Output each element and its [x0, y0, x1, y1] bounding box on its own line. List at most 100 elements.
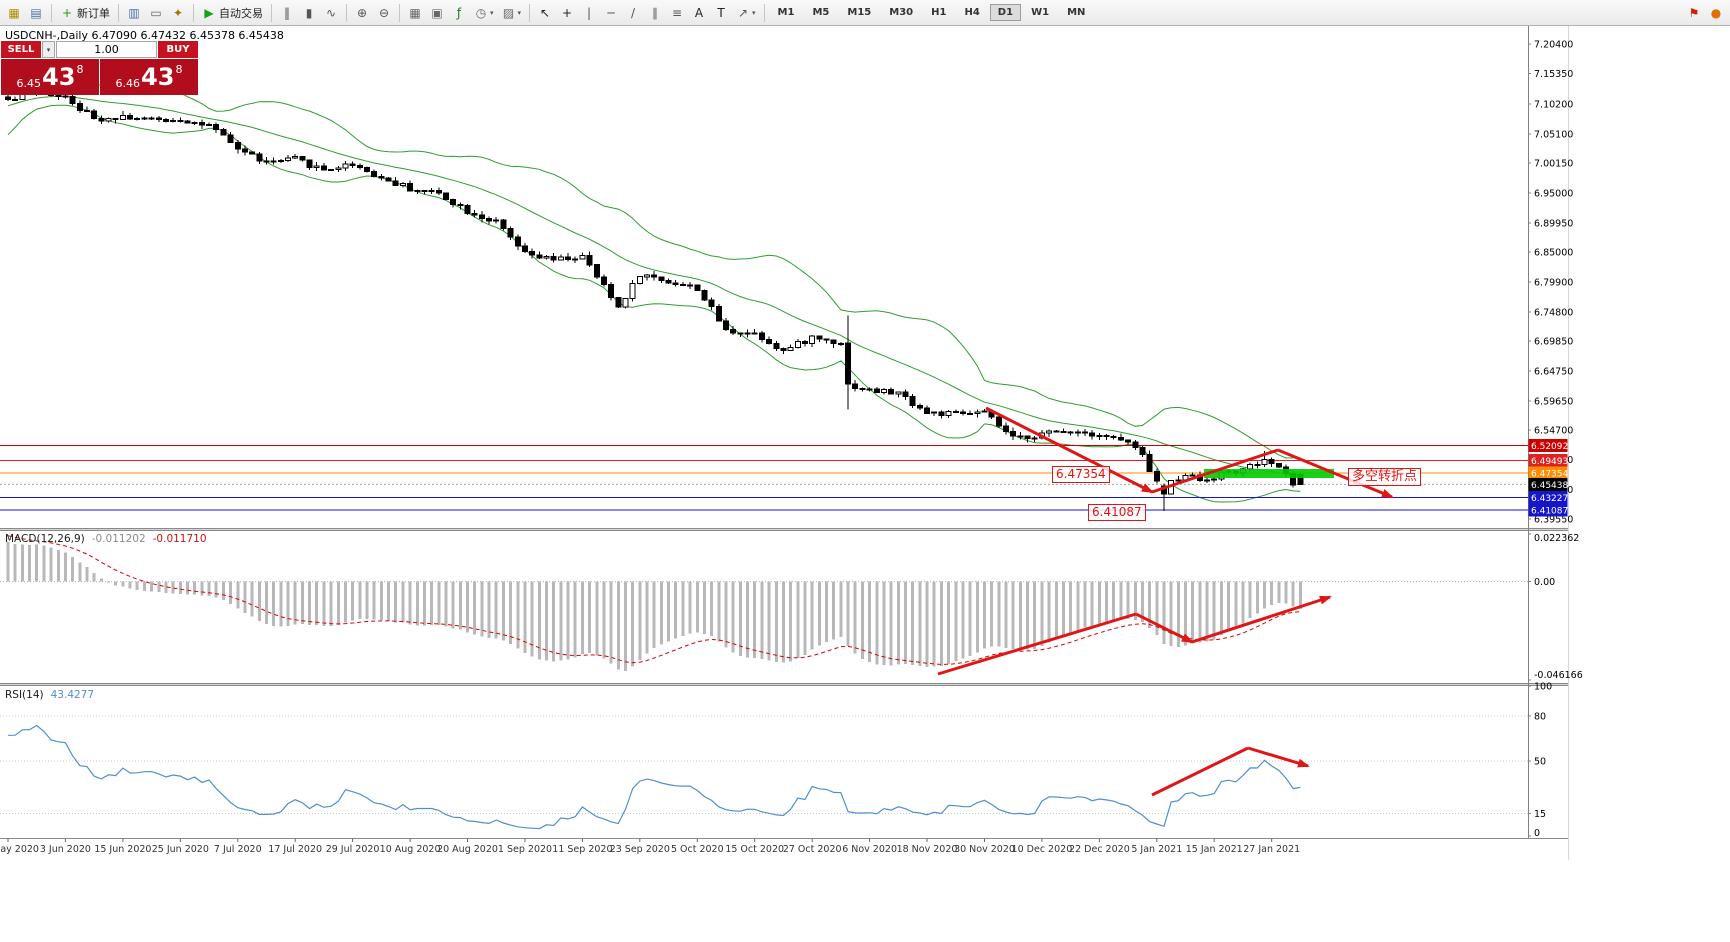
- buy-price-button[interactable]: 6.46 43 8: [100, 59, 198, 95]
- trend-arrow-1: [985, 406, 1154, 494]
- zoom-in-icon-glyph: ⊕: [356, 5, 368, 20]
- timeframe-h1-button[interactable]: H1: [931, 7, 947, 18]
- timeframe-d1-button[interactable]: D1: [989, 4, 1022, 21]
- macd-signal-value: -0.011710: [152, 533, 207, 545]
- indicators-icon[interactable]: ƒ: [449, 3, 469, 23]
- timeframe-mn-button[interactable]: MN: [1067, 7, 1086, 18]
- community-icon[interactable]: ●: [1706, 3, 1726, 23]
- price-axis-label: 6.69850: [1534, 337, 1573, 348]
- text-icon-glyph: A: [694, 5, 704, 20]
- trendline-icon[interactable]: /: [623, 3, 643, 23]
- date-label: 15 Jun 2020: [94, 844, 151, 855]
- shapes-icon[interactable]: ↗ ▾: [733, 3, 759, 23]
- price-tag-label: 6.43227: [1531, 494, 1568, 504]
- timeframe-m15-button[interactable]: M15: [847, 7, 872, 18]
- price-tag-6.52092: 6.52092: [1528, 438, 1568, 452]
- price-axis-label: 7.15350: [1534, 69, 1573, 80]
- cascade-windows-icon[interactable]: ▣: [427, 3, 447, 23]
- vertical-line-icon[interactable]: |: [579, 3, 599, 23]
- bollinger-middle-band: [7, 95, 1301, 476]
- trendline-icon-glyph: /: [631, 5, 636, 20]
- channel-icon[interactable]: ∥: [645, 3, 665, 23]
- chevron-down-icon: ▾: [517, 8, 522, 17]
- macd-name: MACD(12,26,9): [5, 533, 85, 545]
- timeframe-h4-button[interactable]: H4: [964, 7, 980, 18]
- price-axis-label: 6.79900: [1534, 277, 1573, 288]
- periods-icon[interactable]: ◷ ▾: [471, 3, 497, 23]
- sell-price-button[interactable]: 6.45 43 8: [1, 59, 99, 95]
- macd-arrow-1: [937, 612, 1137, 676]
- timeframe-m1-button[interactable]: M1: [777, 7, 795, 18]
- cursor-icon[interactable]: ↖: [535, 3, 555, 23]
- date-label: 22 Dec 2020: [1069, 844, 1130, 855]
- rsi-name: RSI(14): [5, 689, 44, 701]
- main-toolbar: ▦ ▤ + 新订单 ▥ ▭ ✦ ▶ 自动交易 ‖ ▮ ∿ ⊕ ⊖ ▦ ▣ ƒ ◷ ▾ ▨ ▾ ↖ + | ─ / ∥ ≡ A T ↗ ▾ M1 M…: [0, 0, 1730, 26]
- price-annotation-647354: 6.47354: [1052, 466, 1110, 483]
- zoom-in-icon[interactable]: ⊕: [352, 3, 372, 23]
- new-order-button-label: 新订单: [77, 6, 110, 20]
- price-tag-label: 6.41087: [1531, 507, 1568, 517]
- date-label: 11 Sep 2020: [552, 844, 612, 855]
- volume-dropdown-button[interactable]: ▾: [42, 41, 55, 58]
- new-order-button[interactable]: + 新订单: [57, 3, 113, 23]
- data-window-icon[interactable]: ▭: [146, 3, 166, 23]
- buy-price-point: 8: [175, 63, 183, 76]
- price-axis[interactable]: 7.20400 7.15350 7.10200 7.05100 7.00150 6.950…: [1528, 26, 1583, 860]
- sell-button[interactable]: SELL: [1, 41, 41, 58]
- price-axis-label: 7.00150: [1534, 159, 1573, 170]
- price-tag-label: 6.45438: [1531, 481, 1568, 491]
- channel-icon-glyph: ∥: [652, 5, 659, 20]
- volume-input[interactable]: [56, 41, 157, 58]
- date-label: 10 Aug 2020: [380, 844, 441, 855]
- fibonacci-icon[interactable]: ≡: [667, 3, 687, 23]
- crosshair-icon[interactable]: +: [557, 3, 577, 23]
- date-label: 5 Jan 2021: [1131, 844, 1182, 855]
- sell-price-point: 8: [76, 63, 84, 76]
- vertical-line-icon-glyph: |: [587, 5, 592, 20]
- line-chart-icon[interactable]: ∿: [321, 3, 341, 23]
- horizontal-line-icon[interactable]: ─: [601, 3, 621, 23]
- rsi-axis-label: 15: [1534, 809, 1546, 820]
- price-axis-label: 6.95000: [1534, 189, 1573, 200]
- alerts-icon[interactable]: ⚑: [1684, 3, 1704, 23]
- date-label: 27 Oct 2020: [783, 844, 842, 855]
- macd-signal-line: [7, 535, 1301, 665]
- crosshair-icon-glyph: +: [562, 5, 573, 20]
- templates-icon[interactable]: ▨ ▾: [499, 3, 525, 23]
- tile-windows-icon[interactable]: ▦: [405, 3, 425, 23]
- price-annotation-641087: 6.41087: [1088, 504, 1146, 521]
- price-axis-label: 7.05100: [1534, 129, 1573, 140]
- sell-price-bigfigure: 6.45: [16, 77, 42, 90]
- navigator-icon[interactable]: ✦: [168, 3, 188, 23]
- date-label: 15 Oct 2020: [725, 844, 784, 855]
- date-label: 17 Jul 2020: [268, 844, 322, 855]
- market-watch-icon[interactable]: ▥: [124, 3, 144, 23]
- text-icon[interactable]: A: [689, 3, 709, 23]
- price-tag-6.47354: 6.47354: [1528, 466, 1568, 480]
- candlestick-icon[interactable]: ▮: [299, 3, 319, 23]
- line-chart-icon-glyph: ∿: [325, 5, 337, 20]
- bar-chart-icon[interactable]: ‖: [277, 3, 297, 23]
- new-chart-icon[interactable]: ▦: [4, 3, 24, 23]
- buy-button[interactable]: BUY: [158, 41, 198, 58]
- autotrading-button[interactable]: ▶ 自动交易: [199, 3, 266, 23]
- candlestick-icon-glyph: ▮: [305, 5, 313, 20]
- toolbar-separator: [399, 3, 400, 22]
- label-icon[interactable]: T: [711, 3, 731, 23]
- buy-price-bigfigure: 6.46: [115, 77, 141, 90]
- price-tag-label: 6.52092: [1531, 442, 1568, 452]
- profiles-icon[interactable]: ▤: [26, 3, 46, 23]
- timeframe-m5-button[interactable]: M5: [812, 7, 830, 18]
- panel-separators[interactable]: [0, 528, 1568, 839]
- rsi-arrow-2: [1247, 746, 1310, 768]
- timeframe-m30-button[interactable]: M30: [889, 7, 914, 18]
- main-chart-panel: [0, 76, 1528, 512]
- date-label: 23 Sep 2020: [610, 844, 670, 855]
- zoom-out-icon[interactable]: ⊖: [374, 3, 394, 23]
- price-tag-label: 6.47354: [1531, 470, 1568, 480]
- timeframe-w1-button[interactable]: W1: [1031, 7, 1050, 18]
- rsi-arrow-1: [1151, 746, 1249, 797]
